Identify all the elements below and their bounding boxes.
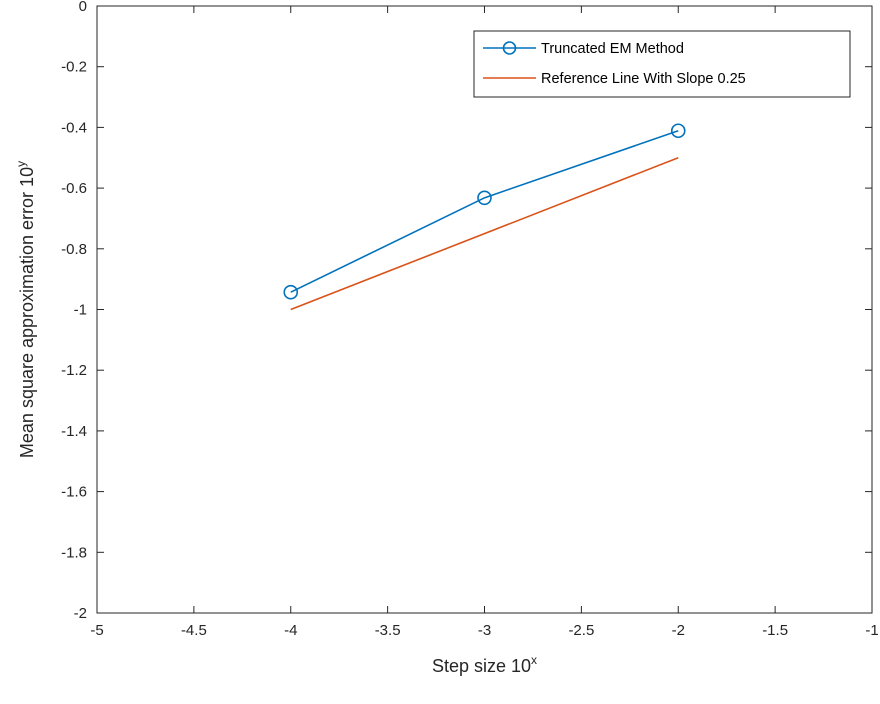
y-tick-label: -1 [74, 302, 87, 319]
y-tick-label: -0.8 [61, 241, 87, 258]
legend-marker-0 [502, 41, 517, 55]
y-tick-label: -0.6 [61, 180, 87, 197]
series-0-point-2 [670, 123, 686, 139]
legend-label-0: Truncated EM Method [541, 41, 684, 57]
x-tick-label: -3.5 [375, 622, 401, 639]
y-tick-label: -0.4 [61, 119, 87, 136]
x-tick-label: -4.5 [181, 622, 207, 639]
y-tick-label: 0 [79, 0, 87, 15]
y-tick-label: -1.4 [61, 423, 87, 440]
y-tick-label: -0.2 [61, 59, 87, 76]
series-line-1 [290, 157, 679, 311]
x-tick-label: -1.5 [762, 622, 788, 639]
y-tick-label: -2 [74, 605, 87, 622]
y-tick-label: -1.8 [61, 544, 87, 561]
y-tick-label: -1.6 [61, 484, 87, 501]
x-axis-title-text: Step size 10 [432, 656, 531, 676]
series-0-point-0 [283, 284, 299, 300]
y-axis-title: Mean square approximation error 10y [14, 161, 37, 458]
x-tick-label: -2.5 [568, 622, 594, 639]
x-tick-label: -3 [478, 622, 491, 639]
series-0-point-1 [477, 190, 492, 206]
y-axis-title-exponent: y [14, 161, 28, 167]
legend-box [473, 30, 851, 98]
legend-label-1: Reference Line With Slope 0.25 [541, 71, 746, 87]
x-axis-title-exponent: x [531, 653, 537, 667]
y-tick-label: -1.2 [61, 362, 87, 379]
x-tick-label: -1 [865, 622, 878, 639]
plot-area [97, 6, 872, 613]
x-axis-title: Step size 10x [432, 653, 537, 676]
x-tick-label: -4 [284, 622, 297, 639]
y-axis-title-text: Mean square approximation error 10 [17, 167, 37, 458]
x-tick-label: -2 [672, 622, 685, 639]
x-tick-label: -5 [90, 622, 103, 639]
series-line-0 [290, 129, 679, 293]
